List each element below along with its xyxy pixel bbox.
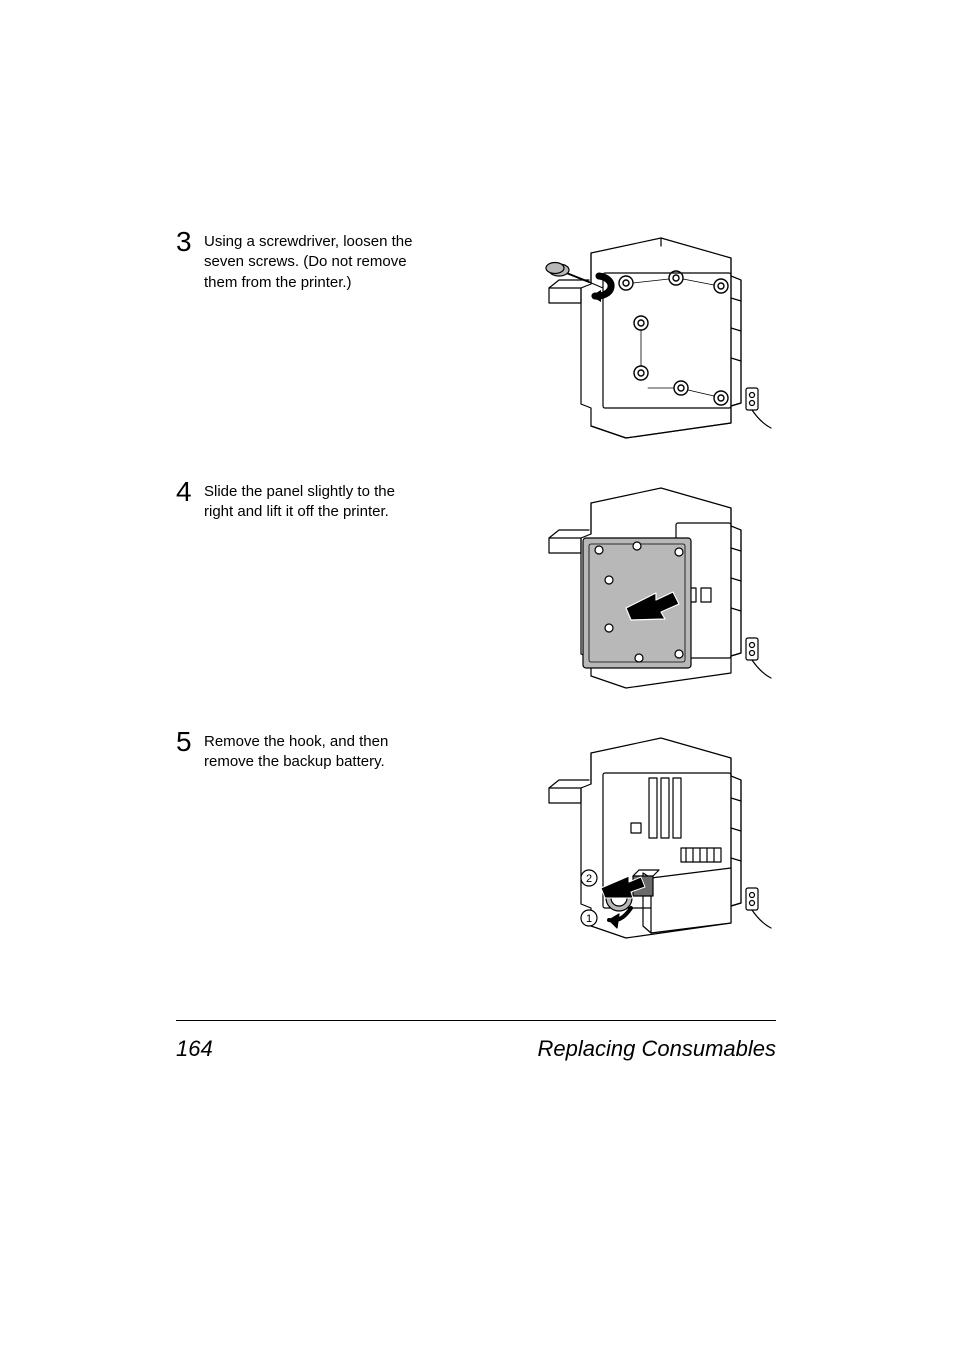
step-number: 4 — [176, 478, 204, 506]
step-4-block: 4 Slide the panel slightly to the right … — [176, 478, 776, 728]
page-number: 164 — [176, 1036, 213, 1062]
figure-step-3 — [531, 228, 776, 438]
callout-2-label: 2 — [586, 873, 592, 885]
footer-rule — [176, 1020, 776, 1021]
callout-1-label: 1 — [586, 913, 592, 925]
step-text: Remove the hook, and then remove the bac… — [204, 728, 414, 773]
section-title: Replacing Consumables — [538, 1036, 776, 1062]
figure-step-4 — [531, 478, 776, 688]
step-5-block: 5 Remove the hook, and then remove the b… — [176, 728, 776, 948]
step-text: Slide the panel slightly to the right an… — [204, 478, 414, 523]
step-text: Using a screwdriver, loosen the seven sc… — [204, 228, 414, 293]
step-3-block: 3 Using a screwdriver, loosen the seven … — [176, 228, 776, 478]
step-number: 5 — [176, 728, 204, 756]
step-number: 3 — [176, 228, 204, 256]
page: 3 Using a screwdriver, loosen the seven … — [0, 0, 954, 1350]
page-footer: 164 Replacing Consumables — [176, 1036, 776, 1062]
content-area: 3 Using a screwdriver, loosen the seven … — [176, 228, 776, 948]
figure-step-5: 1 2 — [531, 728, 776, 938]
